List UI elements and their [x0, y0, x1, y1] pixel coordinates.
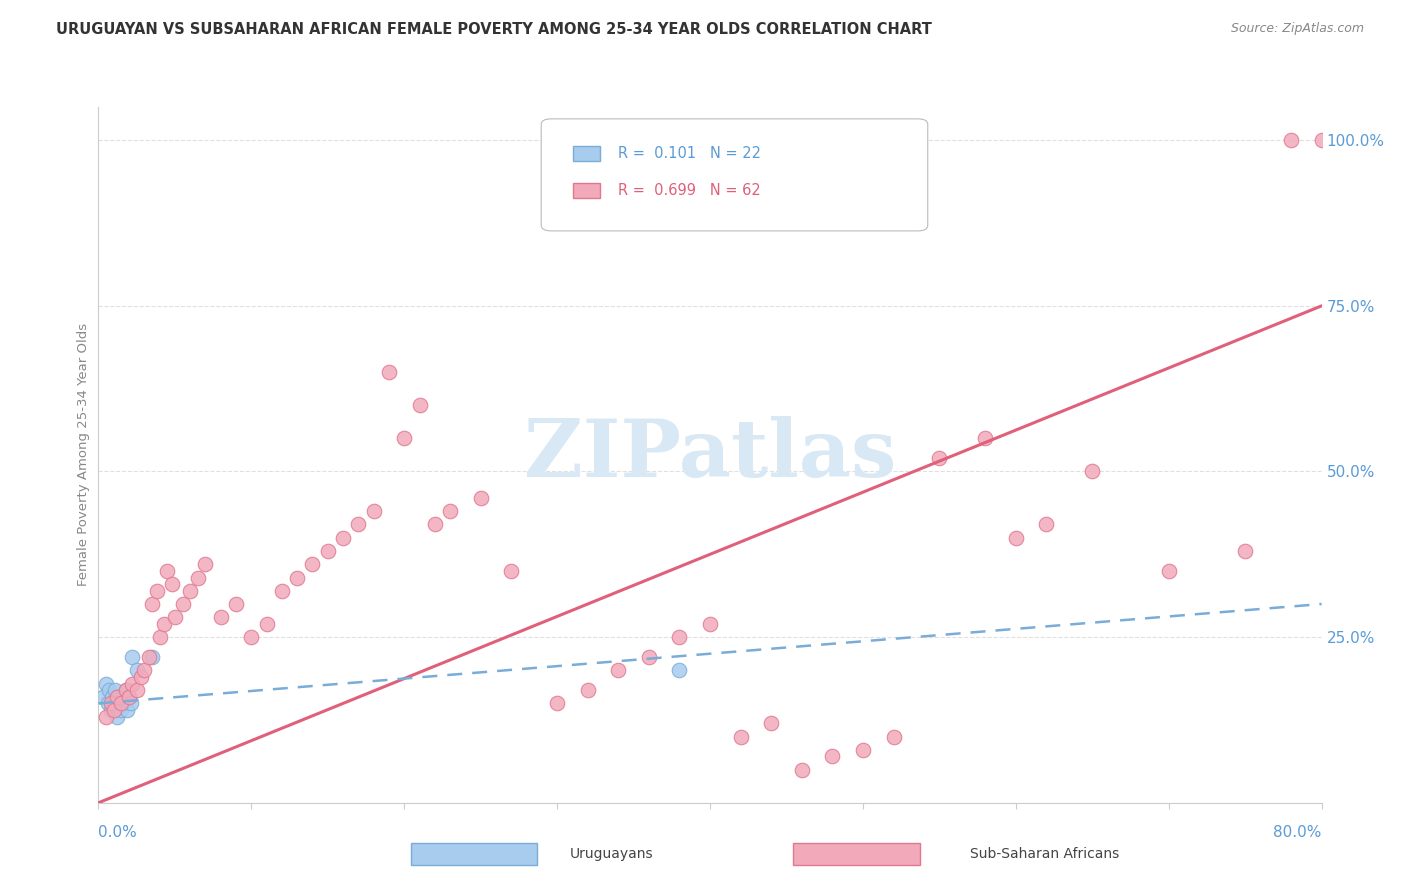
- Point: [110, 697, 132, 711]
- Point: [1310, 133, 1333, 147]
- Point: [790, 763, 813, 777]
- Text: 80.0%: 80.0%: [1274, 825, 1322, 840]
- Point: [138, 650, 160, 665]
- Point: [408, 398, 430, 412]
- Point: [153, 616, 176, 631]
- Point: [332, 531, 354, 545]
- Point: [134, 663, 156, 677]
- Point: [668, 630, 690, 644]
- Point: [439, 504, 461, 518]
- Point: [115, 683, 138, 698]
- Point: [1279, 133, 1302, 147]
- Point: [120, 697, 142, 711]
- Point: [121, 650, 143, 665]
- Point: [699, 616, 721, 631]
- Text: 0.0%: 0.0%: [98, 825, 138, 840]
- Point: [91, 690, 114, 704]
- Text: Uruguayans: Uruguayans: [569, 847, 652, 861]
- Point: [100, 703, 122, 717]
- Text: R =  0.101   N = 22: R = 0.101 N = 22: [619, 146, 761, 161]
- Point: [94, 709, 117, 723]
- FancyBboxPatch shape: [574, 183, 600, 198]
- Point: [194, 558, 217, 572]
- Point: [883, 730, 905, 744]
- Point: [974, 431, 997, 445]
- Point: [141, 597, 163, 611]
- Text: URUGUAYAN VS SUBSAHARAN AFRICAN FEMALE POVERTY AMONG 25-34 YEAR OLDS CORRELATION: URUGUAYAN VS SUBSAHARAN AFRICAN FEMALE P…: [56, 22, 932, 37]
- Point: [112, 697, 135, 711]
- Point: [316, 544, 339, 558]
- Point: [301, 558, 323, 572]
- Point: [1035, 517, 1057, 532]
- Point: [94, 676, 117, 690]
- Point: [160, 577, 183, 591]
- Point: [117, 703, 139, 717]
- Point: [928, 451, 950, 466]
- Point: [149, 630, 172, 644]
- FancyBboxPatch shape: [574, 146, 600, 161]
- Point: [121, 676, 143, 690]
- Point: [668, 663, 690, 677]
- Point: [163, 610, 186, 624]
- Point: [1004, 531, 1026, 545]
- Point: [378, 365, 401, 379]
- Point: [637, 650, 661, 665]
- Point: [100, 697, 122, 711]
- Point: [423, 517, 446, 532]
- Text: Sub-Saharan Africans: Sub-Saharan Africans: [970, 847, 1119, 861]
- Point: [546, 697, 568, 711]
- Point: [1157, 564, 1180, 578]
- Point: [110, 703, 132, 717]
- Point: [125, 663, 148, 677]
- Point: [179, 583, 201, 598]
- Point: [576, 683, 599, 698]
- Point: [225, 597, 247, 611]
- Text: ZIPatlas: ZIPatlas: [524, 416, 896, 494]
- FancyBboxPatch shape: [541, 119, 928, 231]
- Point: [145, 583, 167, 598]
- Point: [129, 670, 152, 684]
- Y-axis label: Female Poverty Among 25-34 Year Olds: Female Poverty Among 25-34 Year Olds: [77, 324, 90, 586]
- Point: [607, 663, 630, 677]
- Point: [1234, 544, 1257, 558]
- Point: [107, 690, 129, 704]
- Text: R =  0.699   N = 62: R = 0.699 N = 62: [619, 183, 761, 198]
- Point: [209, 610, 232, 624]
- Point: [172, 597, 194, 611]
- Point: [97, 697, 120, 711]
- Point: [852, 743, 875, 757]
- Point: [730, 730, 752, 744]
- Point: [470, 491, 492, 505]
- Point: [501, 564, 523, 578]
- Point: [347, 517, 370, 532]
- Point: [141, 650, 163, 665]
- Point: [187, 570, 209, 584]
- Point: [118, 690, 141, 704]
- Point: [105, 709, 128, 723]
- Point: [105, 690, 128, 704]
- Point: [256, 616, 278, 631]
- Point: [103, 703, 125, 717]
- Point: [108, 697, 131, 711]
- Point: [821, 749, 844, 764]
- Point: [104, 683, 127, 698]
- Point: [101, 690, 124, 704]
- Point: [156, 564, 179, 578]
- Point: [270, 583, 292, 598]
- Point: [363, 504, 385, 518]
- Text: Source: ZipAtlas.com: Source: ZipAtlas.com: [1230, 22, 1364, 36]
- Point: [118, 690, 141, 704]
- Point: [285, 570, 308, 584]
- Point: [98, 683, 121, 698]
- Point: [240, 630, 263, 644]
- Point: [1081, 465, 1104, 479]
- Point: [125, 683, 148, 698]
- Point: [111, 690, 134, 704]
- Point: [103, 697, 125, 711]
- Point: [392, 431, 416, 445]
- Point: [759, 716, 782, 731]
- Point: [115, 683, 138, 698]
